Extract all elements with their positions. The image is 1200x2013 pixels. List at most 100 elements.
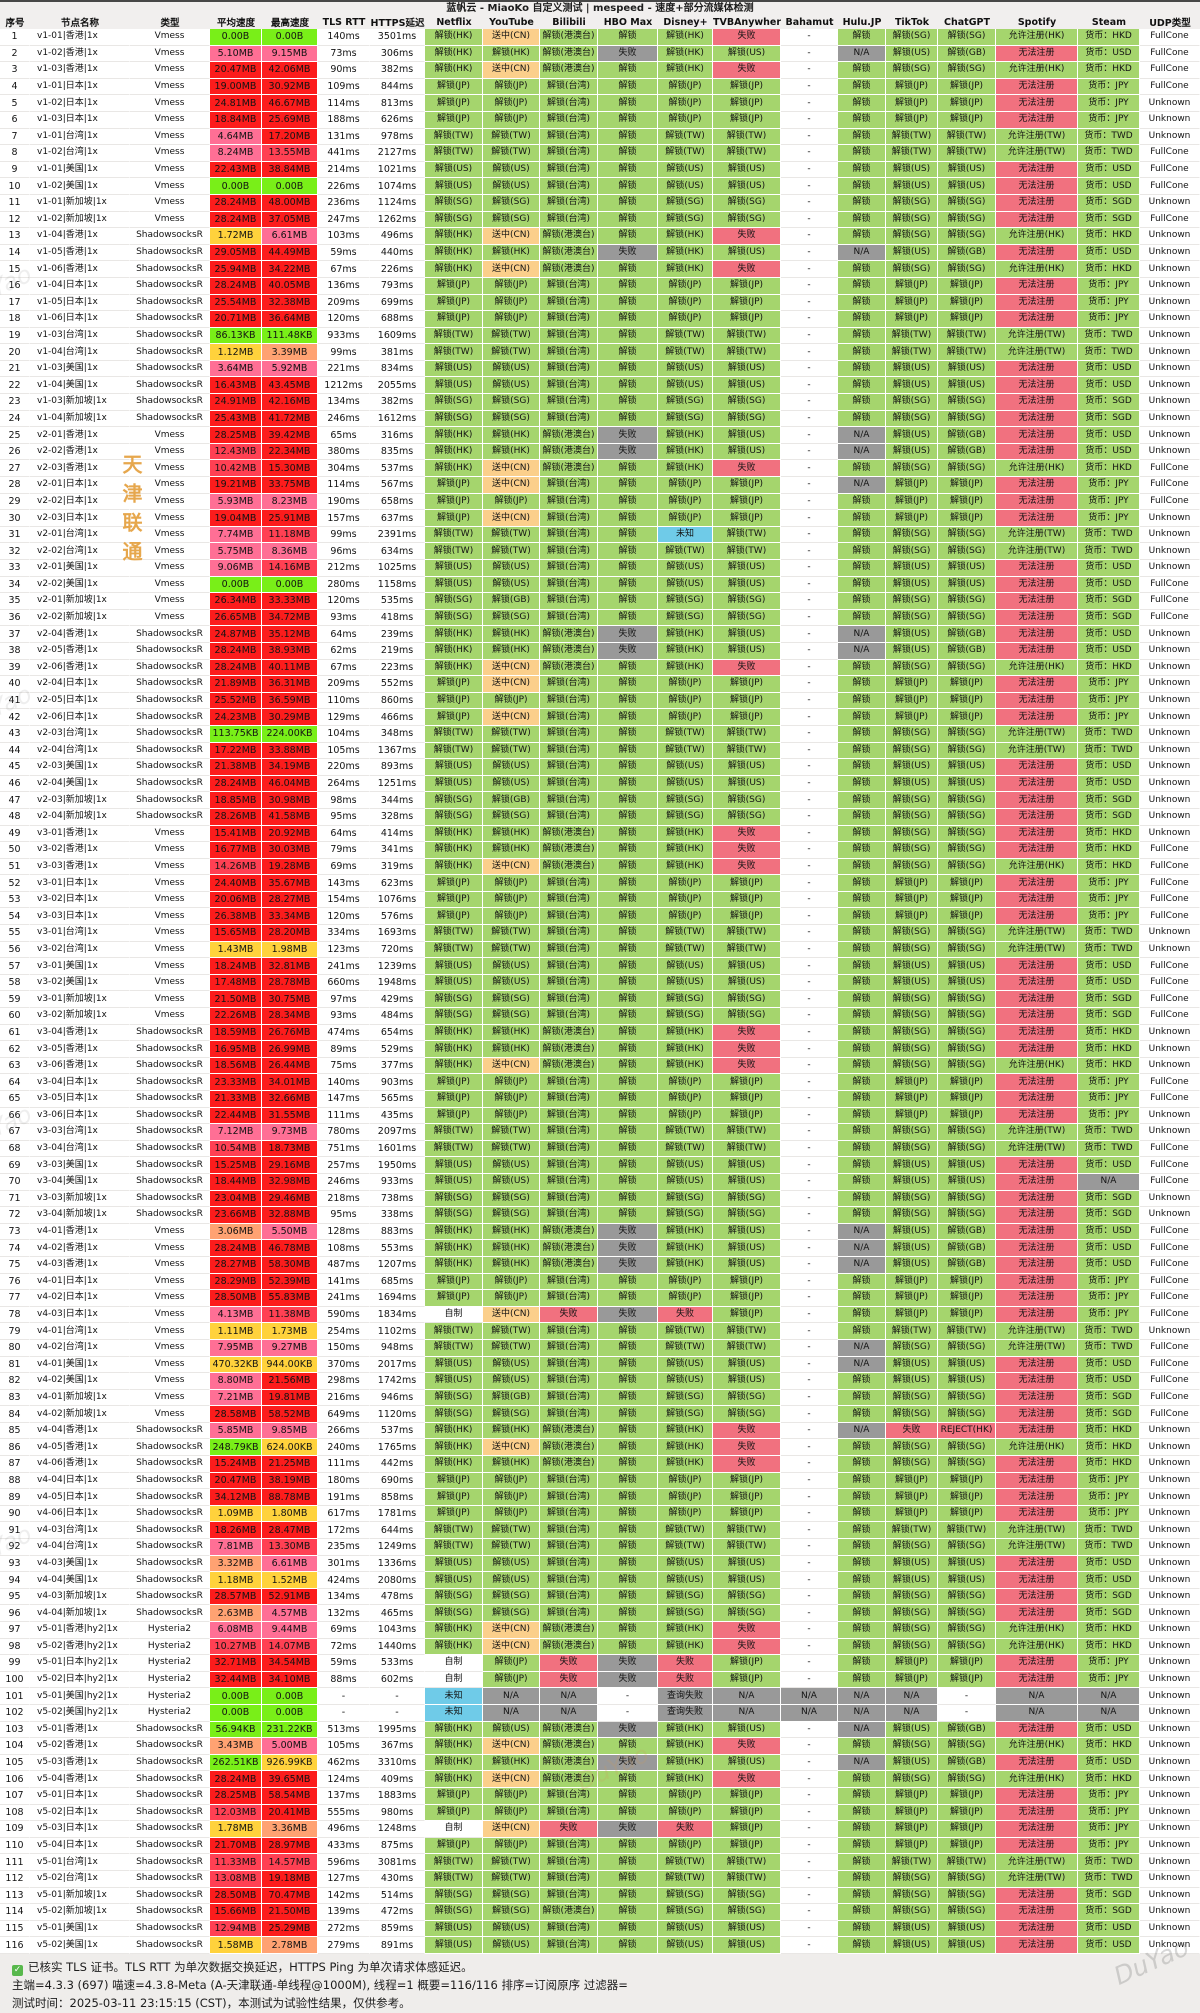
- cell-spotify: 无法注册: [996, 593, 1078, 610]
- cell-spotify: 无法注册: [996, 1472, 1078, 1490]
- cell-https-ping: 537ms: [370, 460, 425, 478]
- cell-avg-speed: 14.26MB: [210, 858, 262, 876]
- cell-https-ping: 1124ms: [370, 194, 425, 212]
- table-row: 112 v5-02|台湾|1x ShadowsocksR 13.08MB 19.18MB…: [0, 1870, 1200, 1888]
- cell-netflix: 解锁(JP): [425, 1787, 483, 1805]
- cell-hbo-max: 解锁: [598, 29, 658, 46]
- col-hbo-max: HBO Max: [598, 15, 658, 29]
- cell-hbo-max: 解锁: [598, 676, 658, 693]
- cell-idx: 80: [0, 1339, 30, 1357]
- cell-https-ping: 1781ms: [370, 1505, 425, 1523]
- table-row: 70 v3-04|美国|1x ShadowsocksR 18.44MB 32.98MB 2…: [0, 1173, 1200, 1191]
- cell-max-speed: 38.19MB: [262, 1472, 318, 1490]
- cell-tls-rtt: 780ms: [318, 1124, 370, 1141]
- cell-bahamut: -: [781, 1273, 838, 1291]
- cell-hbo-max: 解锁: [598, 95, 658, 112]
- cell-udp-type: FullCone: [1140, 974, 1200, 992]
- cell-bahamut: -: [781, 78, 838, 96]
- cell-tiktok: 解锁(SG): [886, 825, 938, 843]
- cell-idx: 31: [0, 526, 30, 544]
- cell-tvbanywhere: 解锁(JP): [713, 294, 781, 312]
- cell-type: ShadowsocksR: [130, 709, 210, 726]
- cell-hulu-jp: 解锁: [838, 1207, 886, 1224]
- cell-https-ping: 948ms: [370, 1339, 425, 1357]
- cell-tvbanywhere: 解锁(US): [713, 45, 781, 63]
- cell-netflix: 解锁(TW): [425, 327, 483, 345]
- cell-tvbanywhere: 解锁(US): [713, 1356, 781, 1374]
- footer-line-tls: ✓ 已核实 TLS 证书。TLS RTT 为单次数据交换延迟，HTTPS Ping…: [12, 1959, 473, 1976]
- cell-type: ShadowsocksR: [130, 410, 210, 428]
- cell-max-speed: 19.18MB: [262, 1870, 318, 1888]
- cell-disney-plus: 解锁(JP): [658, 709, 713, 726]
- cell-bilibili: 解锁(港澳台): [540, 443, 598, 461]
- cell-https-ping: 367ms: [370, 1738, 425, 1755]
- cell-steam: 货币：HKD: [1078, 1738, 1140, 1755]
- cell-steam: 货币：TWD: [1078, 128, 1140, 146]
- table-row: 56 v3-02|台湾|1x Vmess 1.43MB 1.98MB 123ms 720ms…: [0, 941, 1200, 959]
- cell-steam: 货币：HKD: [1078, 1456, 1140, 1473]
- cell-type: Vmess: [130, 958, 210, 975]
- cell-tvbanywhere: 解锁(TW): [713, 1323, 781, 1340]
- cell-hulu-jp: 解锁: [838, 792, 886, 809]
- cell-youtube: 解锁(HK): [483, 642, 540, 660]
- cell-tiktok: 解锁(JP): [886, 294, 938, 312]
- cell-steam: 货币：SGD: [1078, 410, 1140, 428]
- cell-netflix: 解锁(US): [425, 759, 483, 776]
- cell-bilibili: 解锁(台湾): [540, 294, 598, 312]
- cell-avg-speed: 24.40MB: [210, 875, 262, 892]
- cell-https-ping: 891ms: [370, 1937, 425, 1954]
- table-row: 113 v5-01|新加坡|1x ShadowsocksR 28.50MB 70.47M…: [0, 1887, 1200, 1905]
- cell-idx: 70: [0, 1173, 30, 1191]
- cell-tvbanywhere: 解锁(SG): [713, 211, 781, 229]
- cell-idx: 29: [0, 493, 30, 511]
- cell-hulu-jp: 解锁: [838, 62, 886, 79]
- cell-hulu-jp: 解锁: [838, 1854, 886, 1871]
- cell-chatgpt: 解锁(SG): [938, 1870, 996, 1888]
- cell-udp-type: Unknown: [1140, 742, 1200, 760]
- cell-https-ping: 306ms: [370, 45, 425, 63]
- cell-bahamut: -: [781, 29, 838, 46]
- cell-tls-rtt: 110ms: [318, 692, 370, 710]
- cell-udp-type: Unknown: [1140, 1323, 1200, 1340]
- cell-steam: 货币：HKD: [1078, 1024, 1140, 1042]
- cell-bahamut: -: [781, 1588, 838, 1606]
- cell-chatgpt: 解锁(TW): [938, 1522, 996, 1540]
- cell-chatgpt: 解锁(SG): [938, 526, 996, 544]
- cell-max-speed: 48.00MB: [262, 194, 318, 212]
- cell-avg-speed: 17.48MB: [210, 974, 262, 992]
- cell-steam: 货币：SGD: [1078, 1605, 1140, 1622]
- cell-udp-type: Unknown: [1140, 327, 1200, 345]
- cell-tvbanywhere: 解锁(JP): [713, 1273, 781, 1291]
- cell-spotify: 无法注册: [996, 1572, 1078, 1589]
- cell-spotify: 允许注册(HK): [996, 29, 1078, 46]
- cell-udp-type: FullCone: [1140, 161, 1200, 179]
- cell-tvbanywhere: 失败: [713, 29, 781, 46]
- cell-max-speed: 3.39MB: [262, 344, 318, 361]
- cell-netflix: 解锁(HK): [425, 45, 483, 63]
- cell-avg-speed: 28.25MB: [210, 427, 262, 444]
- cell-tls-rtt: 111ms: [318, 1107, 370, 1125]
- cell-netflix: 解锁(TW): [425, 725, 483, 743]
- cell-tiktok: 解锁(JP): [886, 95, 938, 112]
- cell-tls-rtt: 67ms: [318, 659, 370, 677]
- cell-steam: 货币：USD: [1078, 360, 1140, 378]
- cell-hbo-max: 失败: [598, 427, 658, 444]
- cell-type: ShadowsocksR: [130, 692, 210, 710]
- table-row: 16 v1-04|日本|1x ShadowsocksR 28.24MB 40.05MB 1…: [0, 277, 1200, 295]
- cell-name: v5-02|台湾|1x: [30, 1870, 130, 1888]
- cell-youtube: 送中(CN): [483, 1638, 540, 1656]
- cell-netflix: 解锁(US): [425, 1356, 483, 1374]
- cell-netflix: 解锁(SG): [425, 593, 483, 610]
- cell-tiktok: 解锁(JP): [886, 891, 938, 909]
- cell-avg-speed: 25.94MB: [210, 261, 262, 278]
- cell-bilibili: 解锁(港澳台): [540, 228, 598, 245]
- cell-spotify: 允许注册(TW): [996, 145, 1078, 162]
- cell-name: v5-01|香港|hy2|1x: [30, 1622, 130, 1639]
- cell-chatgpt: 解锁(US): [938, 178, 996, 195]
- cell-type: ShadowsocksR: [130, 1572, 210, 1589]
- table-row: 79 v4-01|台湾|1x Vmess 1.11MB 1.73MB 254ms 1102m…: [0, 1323, 1200, 1340]
- cell-hbo-max: 解锁: [598, 1920, 658, 1938]
- cell-https-ping: 341ms: [370, 842, 425, 859]
- cell-type: Vmess: [130, 974, 210, 992]
- cell-hulu-jp: 解锁: [838, 676, 886, 693]
